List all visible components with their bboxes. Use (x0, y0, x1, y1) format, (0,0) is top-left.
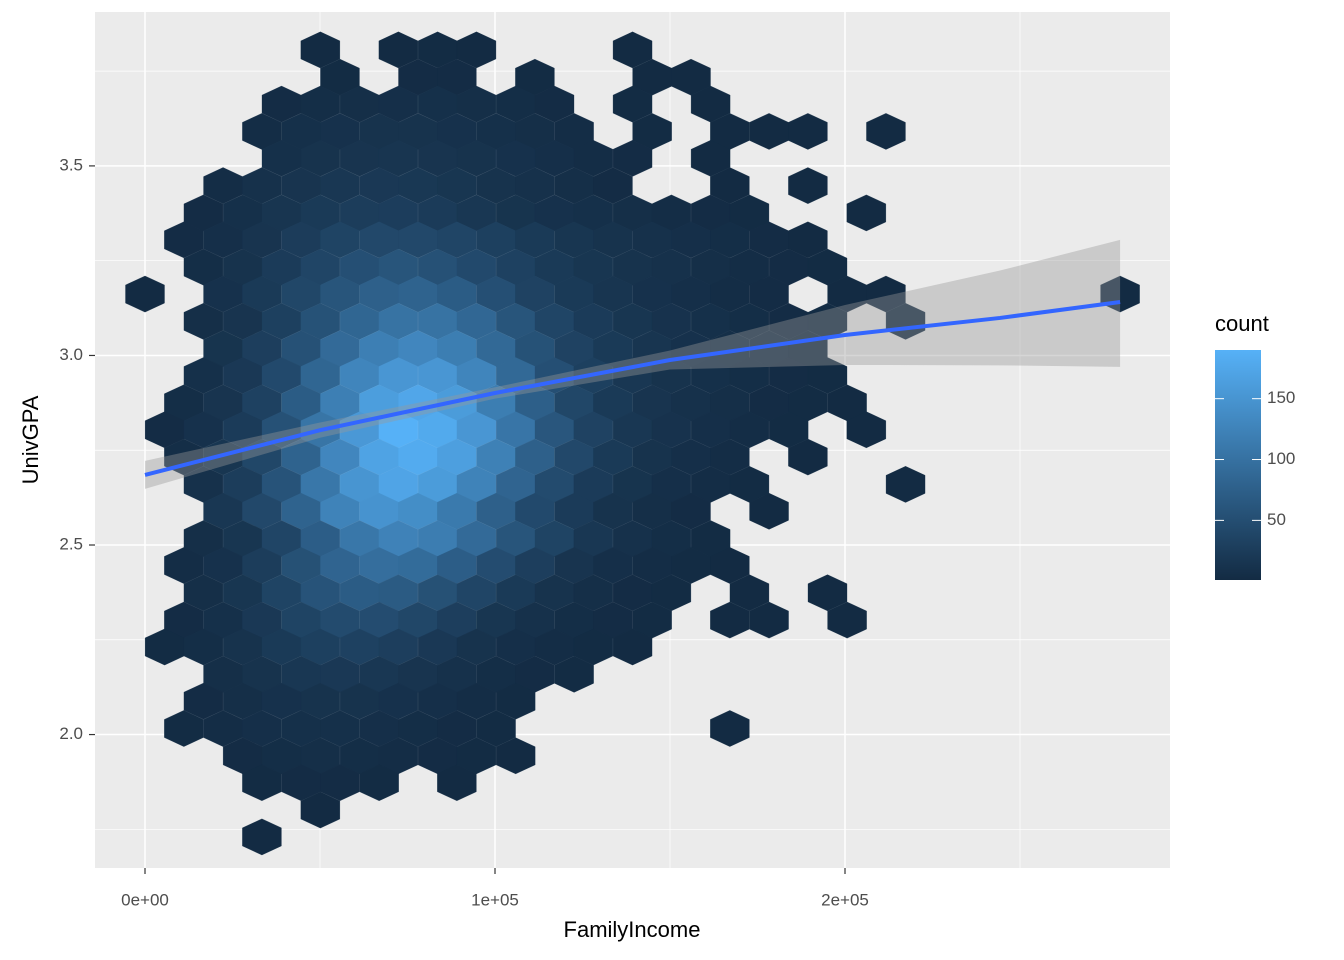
hexbin-cell (807, 357, 848, 394)
hexbin-cell (183, 682, 224, 720)
hexbin-cell (729, 411, 770, 449)
hexbin-cell (242, 818, 282, 856)
hexbin-cell (749, 601, 789, 639)
legend-tick-label: 50 (1267, 510, 1286, 529)
hexbin-cell (593, 275, 633, 313)
hexbin-cell (456, 31, 497, 69)
hexbin-cell (183, 411, 224, 449)
hexbin-cell (320, 221, 360, 259)
hexbin-cell (476, 710, 516, 747)
hexbin-cell (183, 628, 224, 666)
hexbin-cell (437, 764, 477, 801)
hexbin-cell (846, 194, 887, 232)
hexbin-cell (164, 547, 204, 584)
hexbin-cell (456, 140, 497, 177)
hexbin-cell (612, 31, 653, 69)
hexbin-cell (710, 601, 750, 639)
legend-colorbar (1215, 350, 1261, 580)
hexbin-cell (729, 357, 770, 394)
hexbin-cell (885, 466, 926, 503)
hexbin-cell (359, 764, 399, 801)
hexbin-cell (593, 167, 633, 204)
hexbin-cell (320, 547, 360, 584)
hexbin-cell (749, 275, 789, 313)
y-tick-label: 2.5 (59, 534, 83, 553)
hexbin-cell (807, 574, 848, 612)
hexbin-cell (827, 601, 867, 639)
hexbin-cell (788, 167, 828, 204)
hexbin-cell (456, 628, 497, 666)
x-tick-label: 0e+00 (121, 890, 169, 909)
y-tick-label: 3.0 (59, 345, 83, 364)
hexbin-cell (320, 275, 360, 313)
hexbin-cell (866, 275, 906, 313)
hexbin-cell (496, 737, 536, 775)
hexbin-cell (534, 85, 575, 123)
legend-title: count (1215, 311, 1269, 336)
x-axis-title: FamilyIncome (564, 917, 701, 942)
hexbin-cell (788, 113, 828, 150)
hexbin-cell (729, 303, 770, 340)
y-tick-label: 2.0 (59, 724, 83, 743)
x-tick-label: 1e+05 (471, 890, 519, 909)
hexbin-cell (183, 357, 224, 394)
hexbin-cell (320, 493, 360, 530)
hexbin-cell (183, 303, 224, 340)
smooth-line (144, 300, 1121, 477)
hexbin-cell (496, 682, 536, 720)
hexbin-cell (710, 710, 750, 747)
hexbin-cell (164, 710, 204, 747)
hexbin-cell (612, 628, 653, 666)
hexbin-cell (729, 574, 770, 612)
hexbin-cell (320, 438, 360, 476)
hexbin-cell (593, 547, 633, 584)
hexbin-cell (593, 493, 633, 530)
hexbin-cell (242, 764, 282, 801)
y-axis-title: UnivGPA (18, 395, 43, 484)
hexbin-cell (125, 275, 165, 313)
hexbin-cell (710, 547, 750, 584)
hexbin-cell (671, 493, 711, 530)
hexbin-cell (300, 31, 341, 69)
hexbin-cell (456, 682, 497, 720)
hexbin-cell (846, 411, 887, 449)
hexbin-cell (866, 113, 906, 150)
hexbin-cell (593, 221, 633, 259)
hexbin-cell (456, 411, 497, 449)
hexbin-cell (164, 221, 204, 259)
hexbin-cell (183, 574, 224, 612)
hexbin-cell (593, 438, 633, 476)
hexbin-cell (554, 656, 594, 693)
hexbin-cell (749, 493, 789, 530)
legend-tick-label: 100 (1267, 449, 1295, 468)
hexbin-cell (612, 85, 653, 123)
legend-tick-label: 150 (1267, 388, 1295, 407)
hexbin-cell (320, 167, 360, 204)
hexbin-cell (320, 764, 360, 801)
y-tick-label: 3.5 (59, 155, 83, 174)
hexbin-cell (456, 574, 497, 612)
hexbin-cell (320, 710, 360, 747)
hexbin-cell (456, 85, 497, 123)
hexbin-cell (612, 140, 653, 177)
hexbin-cell (788, 438, 828, 476)
confidence-band (145, 239, 1121, 489)
hexbin-cell (378, 31, 419, 69)
hexbin-cell (456, 357, 497, 394)
x-tick-label: 2e+05 (821, 890, 869, 909)
hexbin-cell (300, 791, 341, 829)
hexbin-cell (456, 303, 497, 340)
